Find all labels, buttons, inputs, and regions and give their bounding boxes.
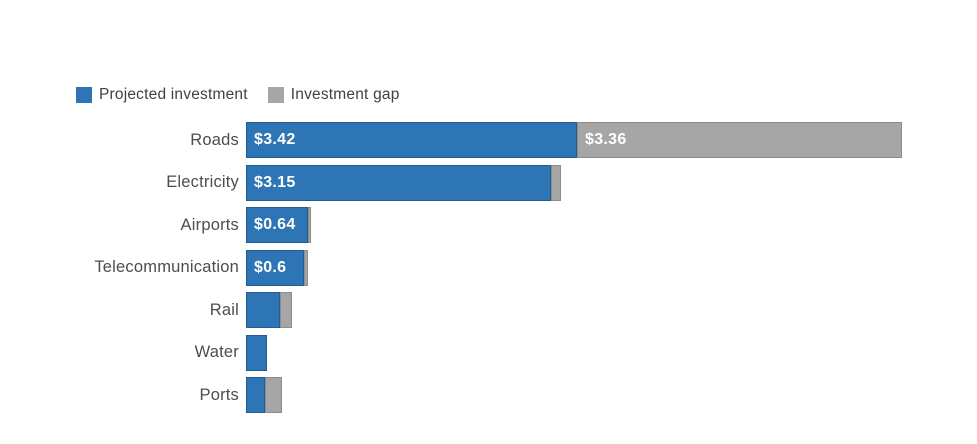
chart-row: Telecommunication $0.6 — [0, 249, 902, 286]
bar-projected: $3.15 — [246, 164, 551, 201]
legend-label-projected: Projected investment — [99, 86, 248, 103]
bar-projected: $0.64 — [246, 207, 308, 243]
legend-swatch-gap-icon — [267, 87, 284, 103]
bar-group: $3.15 — [246, 164, 561, 201]
bar-projected-value: $0.64 — [254, 216, 296, 233]
bar-group — [246, 334, 267, 371]
bar-gap — [308, 207, 311, 243]
chart-row: Roads $3.42 $3.36 — [0, 122, 902, 158]
chart-row: Ports — [0, 377, 902, 413]
bar-group — [246, 292, 292, 328]
legend: Projected investment Investment gap — [76, 86, 400, 104]
bar-gap — [551, 164, 561, 201]
category-label: Ports — [199, 385, 239, 404]
chart-row: Electricity $3.15 — [0, 164, 902, 201]
bar-projected-value: $0.6 — [254, 258, 287, 276]
bar-group: $0.6 — [246, 249, 308, 286]
bar-gap — [280, 292, 292, 328]
bar-projected-value: $3.15 — [254, 173, 296, 191]
legend-item-investment-gap: Investment gap — [267, 86, 400, 104]
category-label: Telecommunication — [94, 258, 239, 276]
category-label: Electricity — [166, 173, 239, 191]
chart-row: Rail — [0, 292, 902, 328]
bar-projected-value: $3.42 — [254, 131, 296, 148]
category-label: Rail — [209, 300, 239, 319]
bar-group — [246, 377, 282, 413]
legend-label-gap: Investment gap — [290, 86, 400, 103]
chart-row: Airports $0.64 — [0, 207, 902, 243]
bar-gap-value: $3.36 — [585, 131, 627, 148]
bar-projected — [246, 334, 267, 371]
category-label: Water — [194, 343, 239, 361]
chart-row: Water — [0, 334, 902, 371]
bar-gap — [265, 377, 282, 413]
bar-group: $0.64 — [246, 207, 311, 243]
bar-projected — [246, 292, 280, 328]
legend-swatch-projected-icon — [76, 87, 92, 103]
bar-gap: $3.36 — [577, 122, 902, 158]
category-label: Airports — [180, 215, 239, 234]
bar-chart: Roads $3.42 $3.36 Electricity $3.15 Airp… — [0, 122, 902, 420]
chart-rows: Roads $3.42 $3.36 Electricity $3.15 Airp… — [0, 122, 902, 413]
category-label: Roads — [190, 130, 239, 149]
bar-projected: $0.6 — [246, 249, 304, 286]
bar-projected — [246, 377, 265, 413]
bar-projected: $3.42 — [246, 122, 577, 158]
bar-gap — [304, 249, 308, 286]
legend-item-projected-investment: Projected investment — [76, 86, 248, 104]
bar-group: $3.42 $3.36 — [246, 122, 902, 158]
